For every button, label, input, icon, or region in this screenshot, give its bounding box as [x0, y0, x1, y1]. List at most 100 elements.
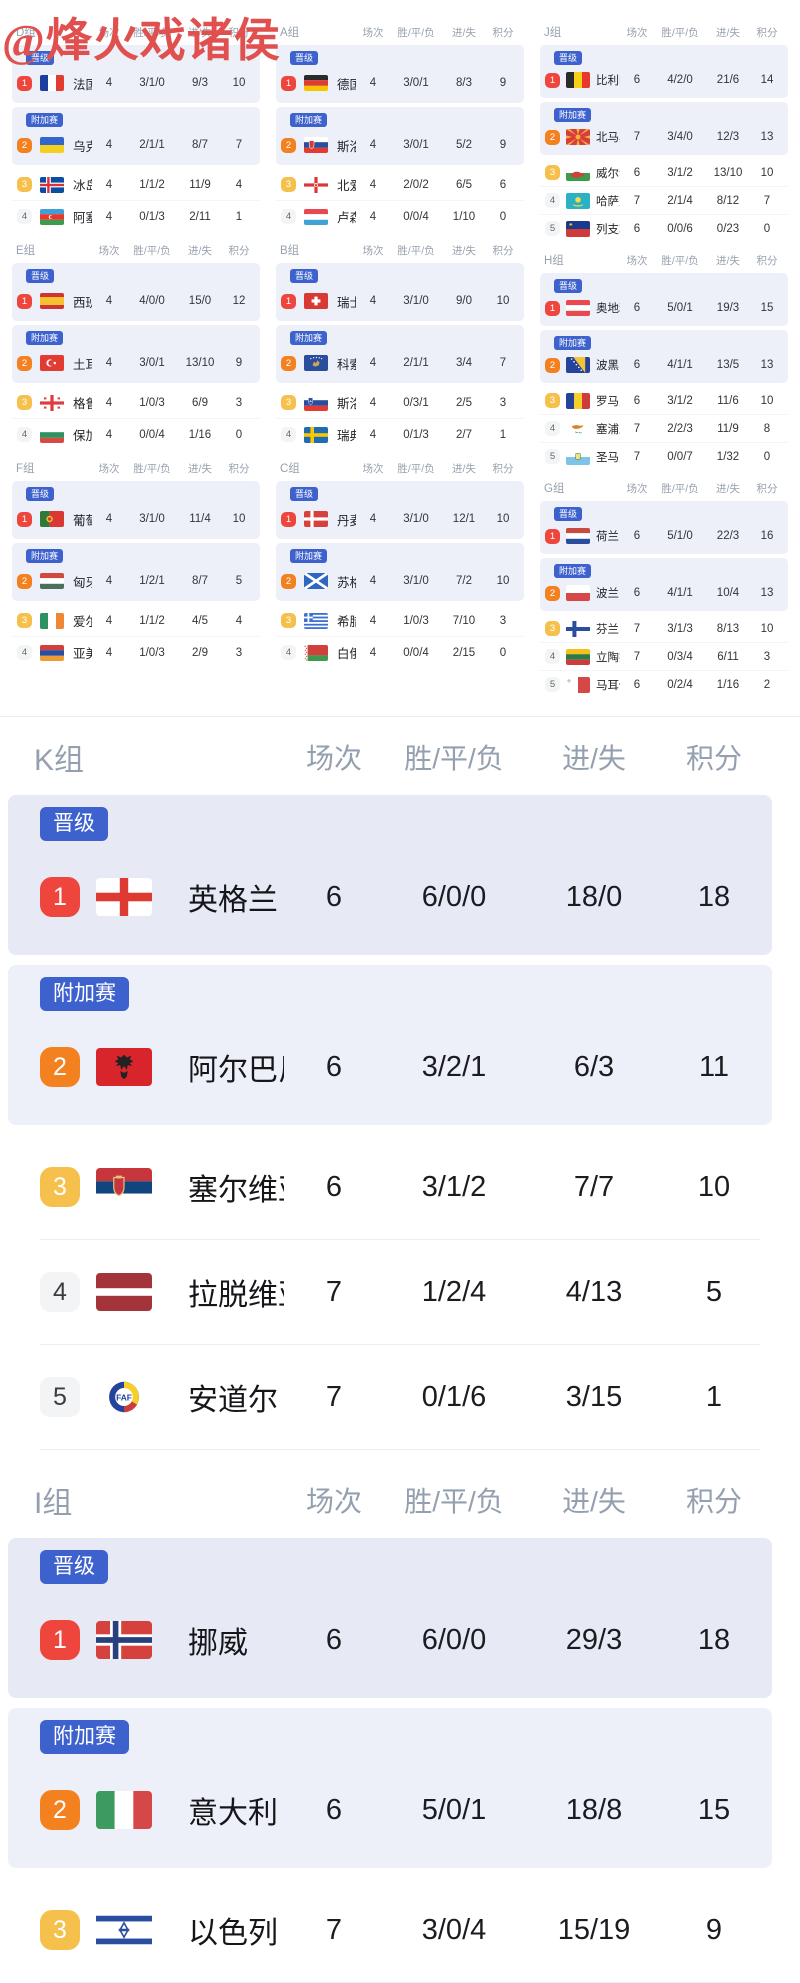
team-row[interactable]: 2 意大利 6 5/0/1 18/8 15	[8, 1766, 772, 1854]
team-row[interactable]: 5 列支敦士登 6 0/0/6 0/23 0	[540, 215, 788, 242]
playoff-zone: 附加赛 2 斯洛伐克 4 3/0/1 5/2 9	[276, 107, 524, 165]
stat-played: 4	[369, 396, 377, 409]
group-name: A组	[280, 27, 300, 39]
column-header-0: 场次	[626, 482, 648, 495]
flag-il-icon	[96, 1911, 152, 1949]
flag-tr-icon	[40, 355, 64, 371]
team-row[interactable]: 3 以色列 7 3/0/4 15/19 9	[0, 1878, 800, 1982]
stat-goals: 3/15	[565, 1380, 623, 1413]
stat-points: 15	[760, 302, 774, 314]
team-row[interactable]: 3 塞尔维亚 6 3/1/2 7/7 10	[0, 1135, 800, 1239]
playoff-zone: 附加赛 2 波黑 6 4/1/1 13/5 13	[540, 330, 788, 383]
stat-points: 18	[697, 880, 731, 913]
team-row[interactable]: 3 斯洛文尼亚 4 0/3/1 2/5 3	[276, 387, 524, 419]
team-row[interactable]: 4 拉脱维亚 7 1/2/4 4/13 5	[0, 1240, 800, 1344]
promotion-zone: 晋级 1 瑞士 4 3/1/0 9/0 10	[276, 263, 524, 321]
team-name: 白俄罗斯	[337, 647, 356, 661]
stat-wdl: 1/1/2	[139, 614, 165, 627]
rank-badge: 1	[40, 1620, 80, 1660]
group-name: E组	[16, 245, 36, 257]
stat-points: 13	[760, 131, 774, 143]
team-row[interactable]: 1 奥地利 6 5/0/1 19/3 15	[544, 295, 784, 321]
rank-badge: 5	[545, 677, 560, 692]
team-row[interactable]: 1 葡萄牙 4 3/1/0 11/4 10	[16, 504, 256, 534]
team-row[interactable]: 4 卢森堡 4 0/0/4 1/10 0	[276, 201, 524, 232]
promotion-zone: 晋级 1 西班牙 4 4/0/0 15/0 12	[12, 263, 260, 321]
team-row[interactable]: 1 荷兰 6 5/1/0 22/3 16	[544, 523, 784, 549]
team-row[interactable]: 3 希腊 4 1/0/3 7/10 3	[276, 605, 524, 637]
stat-wdl: 3/1/2	[667, 394, 693, 407]
team-row[interactable]: 1 瑞士 4 3/1/0 9/0 10	[280, 286, 520, 316]
team-row[interactable]: 2 乌克兰 4 2/1/1 8/7 7	[16, 130, 256, 160]
team-row[interactable]: 1 西班牙 4 4/0/0 15/0 12	[16, 286, 256, 316]
team-row[interactable]: 4 阿塞拜疆 4 0/1/3 2/11 1	[12, 201, 260, 232]
team-row[interactable]: 2 科索沃 4 2/1/1 3/4 7	[280, 348, 520, 378]
team-row[interactable]: 3 威尔士 6 3/1/2 13/10 10	[540, 159, 788, 187]
team-row[interactable]: 5 圣马力诺 7 0/0/7 1/32 0	[540, 443, 788, 470]
team-name: 丹麦	[337, 513, 356, 528]
playoff-zone: 附加赛 2 意大利 6 5/0/1 18/8 15	[8, 1708, 772, 1868]
column-header-0: 场次	[98, 462, 120, 475]
column-header-1: 胜/平/负	[661, 482, 699, 495]
stat-points: 13	[760, 359, 774, 371]
team-row[interactable]: 1 比利时 6 4/2/0 21/6 14	[544, 67, 784, 93]
stat-played: 6	[633, 394, 641, 407]
team-row[interactable]: 2 匈牙利 4 1/2/1 8/7 5	[16, 566, 256, 596]
team-row[interactable]: 3 北爱尔兰 4 2/0/2 6/5 6	[276, 169, 524, 201]
team-row[interactable]: 3 冰岛 4 1/1/2 11/9 4	[12, 169, 260, 201]
team-row[interactable]: 2 苏格兰 4 3/1/0 7/2 10	[280, 566, 520, 596]
team-row[interactable]: 2 斯洛伐克 4 3/0/1 5/2 9	[280, 130, 520, 160]
flag-es-icon	[40, 293, 64, 309]
team-row[interactable]: 1 丹麦 4 3/1/0 12/1 10	[280, 504, 520, 534]
flag-pt-icon	[40, 511, 64, 527]
stat-goals: 9/0	[456, 295, 472, 307]
team-row[interactable]: 4 哈萨克斯坦 7 2/1/4 8/12 7	[540, 187, 788, 215]
team-row[interactable]: 2 波兰 6 4/1/1 10/4 13	[544, 580, 784, 606]
team-row[interactable]: 1 挪威 6 6/0/0 29/3 18	[8, 1596, 772, 1684]
stat-points: 16	[760, 530, 774, 542]
team-row[interactable]: 3 格鲁吉亚 4 1/0/3 6/9 3	[12, 387, 260, 419]
team-row[interactable]: 3 芬兰 7 3/1/3 8/13 10	[540, 615, 788, 643]
stat-points: 1	[499, 428, 507, 441]
team-row[interactable]: 1 法国 4 3/1/0 9/3 10	[16, 68, 256, 98]
column-header-1: 胜/平/负	[404, 1486, 504, 1517]
stat-points: 10	[232, 513, 246, 525]
flag-se-icon	[304, 426, 328, 443]
team-row[interactable]: 5 马耳他 6 0/2/4 1/16 2	[540, 671, 788, 698]
rank-badge: 3	[545, 621, 560, 636]
team-row[interactable]: 2 波黑 6 4/1/1 13/5 13	[544, 352, 784, 378]
playoff-badge: 附加赛	[554, 336, 592, 350]
team-row[interactable]: 4 白俄罗斯 4 0/0/4 2/15 0	[276, 637, 524, 668]
group-name: J组	[544, 27, 562, 39]
stat-points: 0	[235, 428, 243, 441]
stat-wdl: 3/1/3	[667, 622, 693, 635]
team-row[interactable]: 3 罗马尼亚 6 3/1/2 11/6 10	[540, 387, 788, 415]
team-name: 马耳他	[596, 679, 620, 692]
flag-eng-icon	[96, 878, 152, 916]
team-row[interactable]: 4 立陶宛 7 0/3/4 6/11 3	[540, 643, 788, 671]
stat-goals: 8/7	[192, 575, 208, 587]
team-row[interactable]: 4 亚美尼亚 4 1/0/3 2/9 3	[12, 637, 260, 668]
column-header-2: 进/失	[188, 244, 212, 257]
flag-cell	[300, 293, 330, 309]
stat-goals: 7/2	[456, 575, 472, 587]
team-row[interactable]: 1 德国 4 3/0/1 8/3 9	[280, 68, 520, 98]
team-row[interactable]: 2 阿尔巴尼亚 6 3/2/1 6/3 11	[8, 1023, 772, 1111]
team-row[interactable]: 3 爱尔兰 4 1/1/2 4/5 4	[12, 605, 260, 637]
team-row[interactable]: 2 土耳其 4 3/0/1 13/10 9	[16, 348, 256, 378]
stat-wdl: 0/0/4	[403, 646, 429, 659]
group-name: K组	[34, 744, 85, 777]
rank-badge: 3	[281, 177, 296, 192]
team-row[interactable]: 4 瑞典 4 0/1/3 2/7 1	[276, 419, 524, 450]
team-row[interactable]: 4 塞浦路斯 7 2/2/3 11/9 8	[540, 415, 788, 443]
flag-cell	[562, 448, 590, 465]
team-name: 瑞典	[337, 429, 356, 443]
team-row[interactable]: 5 FAF 安道尔 7 0/1/6 3/15 1	[0, 1345, 800, 1449]
stat-points: 1	[705, 1380, 723, 1413]
group-name: D组	[16, 27, 36, 39]
team-row[interactable]: 2 北马其顿 7 3/4/0 12/3 13	[544, 124, 784, 150]
team-row[interactable]: 1 英格兰 6 6/0/0 18/0 18	[8, 853, 772, 941]
stat-played: 7	[633, 194, 641, 207]
team-row[interactable]: 4 保加利亚 4 0/0/4 1/16 0	[12, 419, 260, 450]
stat-wdl: 6/0/0	[421, 880, 487, 913]
